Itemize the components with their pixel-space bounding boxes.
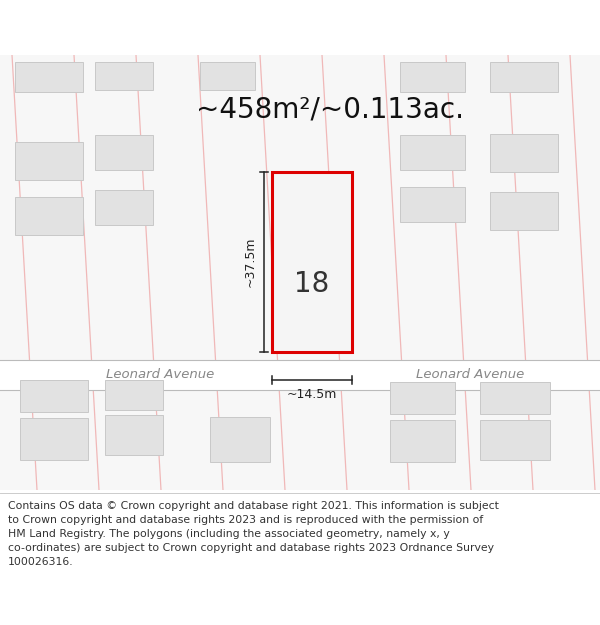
Bar <box>480 420 550 460</box>
Bar <box>95 190 153 225</box>
Bar <box>95 135 153 170</box>
Bar <box>490 62 558 92</box>
Text: Map shows position and indicative extent of the property.: Map shows position and indicative extent… <box>120 111 480 124</box>
Bar <box>15 142 83 180</box>
Bar <box>20 380 88 412</box>
Text: Leonard Avenue: Leonard Avenue <box>416 369 524 381</box>
Bar <box>105 380 163 410</box>
Bar <box>105 415 163 455</box>
Bar <box>490 192 558 230</box>
Bar <box>390 420 455 462</box>
Bar <box>400 187 465 222</box>
Bar <box>20 418 88 460</box>
Text: ~458m²/~0.113ac.: ~458m²/~0.113ac. <box>196 96 464 124</box>
Bar <box>0 360 600 390</box>
Bar <box>490 134 558 172</box>
Bar <box>95 62 153 90</box>
Bar <box>400 62 465 92</box>
Text: 18, LEONARD AVENUE, MORDEN, SM4 6DW: 18, LEONARD AVENUE, MORDEN, SM4 6DW <box>122 88 478 103</box>
Text: Leonard Avenue: Leonard Avenue <box>106 369 214 381</box>
Bar <box>15 197 83 235</box>
Text: ~37.5m: ~37.5m <box>244 237 257 288</box>
Bar <box>400 135 465 170</box>
Text: 18: 18 <box>295 269 329 298</box>
Bar <box>390 382 455 414</box>
Bar <box>15 62 83 92</box>
Text: ~14.5m: ~14.5m <box>287 388 337 401</box>
Bar <box>210 417 270 462</box>
Bar <box>200 62 255 90</box>
Bar <box>272 172 352 352</box>
Bar <box>480 382 550 414</box>
Text: Contains OS data © Crown copyright and database right 2021. This information is : Contains OS data © Crown copyright and d… <box>8 501 499 567</box>
